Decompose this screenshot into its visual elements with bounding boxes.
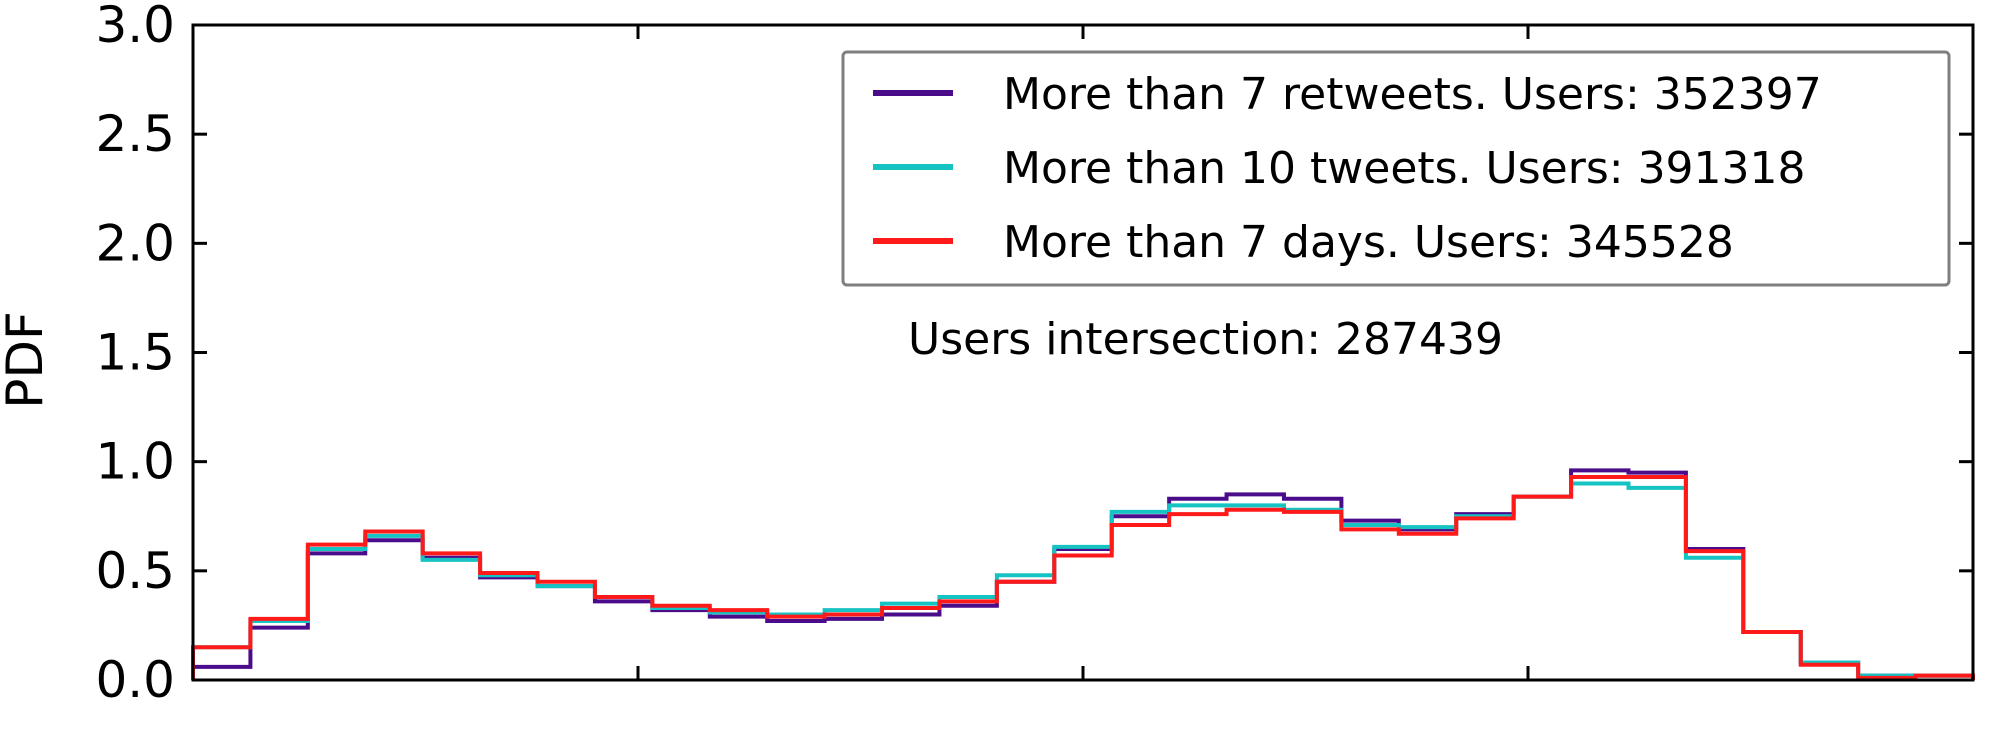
y-tick-label: 0.5 — [95, 542, 175, 600]
legend: More than 7 retweets. Users: 352397 More … — [841, 50, 1951, 287]
legend-label-1: More than 7 retweets. Users: 352397 — [1003, 69, 1822, 120]
y-tick-label: 3.0 — [95, 0, 175, 54]
y-tick-label: 2.0 — [95, 214, 175, 272]
y-tick-label: 1.0 — [95, 433, 175, 491]
legend-items: More than 7 retweets. Users: 352397 More … — [873, 69, 1822, 268]
series-layer — [191, 468, 1975, 680]
series-line-2 — [191, 481, 1975, 680]
legend-label-2: More than 10 tweets. Users: 391318 — [1003, 143, 1806, 194]
users-intersection-annotation: Users intersection: 287439 — [908, 314, 1503, 365]
series-line-3 — [191, 474, 1975, 680]
legend-box — [841, 50, 1951, 287]
legend-label-3: More than 7 days. Users: 345528 — [1003, 217, 1734, 268]
y-axis-label: PDF — [0, 311, 54, 408]
series-line-1 — [191, 468, 1975, 680]
y-tick-label: 0.0 — [95, 651, 175, 709]
ticks-layer: 0.0 0.5 1.0 1.5 2.0 2.5 3.0 — [95, 0, 1973, 709]
y-tick-label: 1.5 — [95, 324, 175, 382]
y-tick-label: 2.5 — [95, 105, 175, 163]
